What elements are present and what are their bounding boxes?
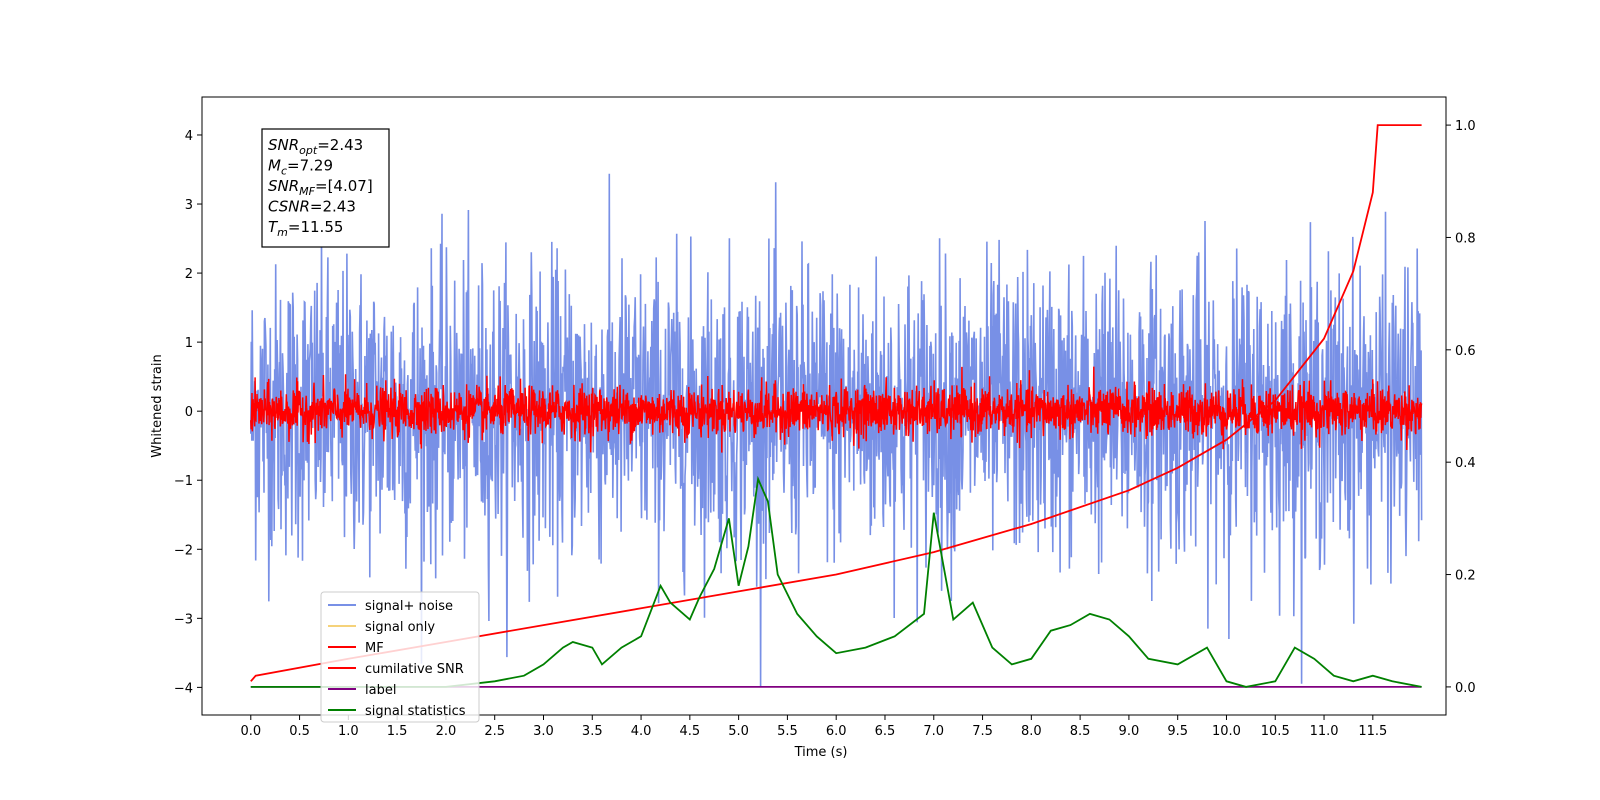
y-tick-label-left: 2	[185, 267, 193, 282]
x-tick-label: 7.5	[972, 724, 993, 739]
y-tick-label-left: 3	[185, 198, 193, 213]
y-tick-label-left: 4	[185, 129, 193, 144]
x-tick-label: 3.5	[582, 724, 603, 739]
annotation-line: Tm=11.55	[268, 218, 343, 239]
x-tick-label: 4.0	[631, 724, 652, 739]
y-tick-label-left: 0	[185, 405, 193, 420]
y-tick-label-right: 0.6	[1455, 344, 1476, 359]
legend-entry: cumilative SNR	[365, 662, 464, 677]
y-axis-right: 1.0 0.8 0.6 0.4 0.2 0.0	[1446, 119, 1476, 696]
y-tick-label-right: 1.0	[1455, 119, 1476, 134]
annotation-frame	[261, 128, 390, 248]
y-axis-left: 4 3 2 1 0 −1 −2 −3 −4	[174, 129, 202, 696]
annotation-line: Mc=7.29	[268, 157, 333, 178]
x-tick-label: 3.0	[533, 724, 554, 739]
y-tick-label-right: 0.2	[1455, 569, 1476, 584]
annotation-line: SNRMF=[4.07]	[268, 177, 373, 198]
x-tick-label: 8.5	[1070, 724, 1091, 739]
x-tick-label: 7.0	[923, 724, 944, 739]
annotation-line: CSNR=2.43	[268, 198, 356, 216]
x-axis: 0.0 0.5 1.0 1.5 2.0 2.5 3.0 3.5 4.0 4.5 5.0 5.5 6.0 6…	[240, 715, 1387, 739]
x-tick-label: 1.5	[387, 724, 408, 739]
x-tick-label: 0.0	[240, 724, 261, 739]
y-tick-label-right: 0.8	[1455, 231, 1476, 246]
y-tick-label-left: −4	[174, 681, 193, 696]
x-tick-label: 5.0	[728, 724, 749, 739]
legend-entry: label	[365, 683, 396, 698]
annotation-line: SNRopt=2.43	[268, 136, 363, 157]
x-tick-label: 10.0	[1212, 724, 1241, 739]
y-tick-label-right: 0.4	[1455, 456, 1476, 471]
legend-entry: MF	[365, 641, 384, 656]
y-tick-label-left: 1	[185, 336, 193, 351]
y-axis-label-left: Whitened strain	[150, 354, 165, 457]
x-tick-label: 5.5	[777, 724, 798, 739]
y-tick-label-left: −3	[174, 612, 193, 627]
x-tick-label: 9.5	[1167, 724, 1188, 739]
legend-entry: signal statistics	[365, 704, 466, 719]
legend-frame	[320, 591, 480, 723]
legend-entry: signal+ noise	[365, 599, 453, 614]
y-tick-label-right: 0.0	[1455, 681, 1476, 696]
x-tick-label: 8.0	[1021, 724, 1042, 739]
x-tick-label: 11.0	[1310, 724, 1339, 739]
legend: signal+ noise signal only MF cumilative SNR…	[320, 591, 480, 723]
legend-entry: signal only	[365, 620, 435, 635]
x-tick-label: 6.5	[875, 724, 896, 739]
y-tick-label-left: −1	[174, 474, 193, 489]
series-line-mf	[250, 366, 1423, 453]
x-axis-label: Time (s)	[794, 745, 848, 760]
x-tick-label: 11.5	[1358, 724, 1387, 739]
x-tick-label: 6.0	[826, 724, 847, 739]
x-tick-label: 0.5	[289, 724, 310, 739]
x-tick-label: 10.5	[1261, 724, 1290, 739]
x-tick-label: 4.5	[679, 724, 700, 739]
plot-frame	[201, 96, 1447, 716]
x-tick-label: 2.5	[484, 724, 505, 739]
x-tick-label: 1.0	[338, 724, 359, 739]
y-tick-label-left: −2	[174, 543, 193, 558]
series-line-signal-statistics	[250, 475, 1422, 688]
x-tick-label: 9.0	[1119, 724, 1140, 739]
x-tick-label: 2.0	[436, 724, 457, 739]
